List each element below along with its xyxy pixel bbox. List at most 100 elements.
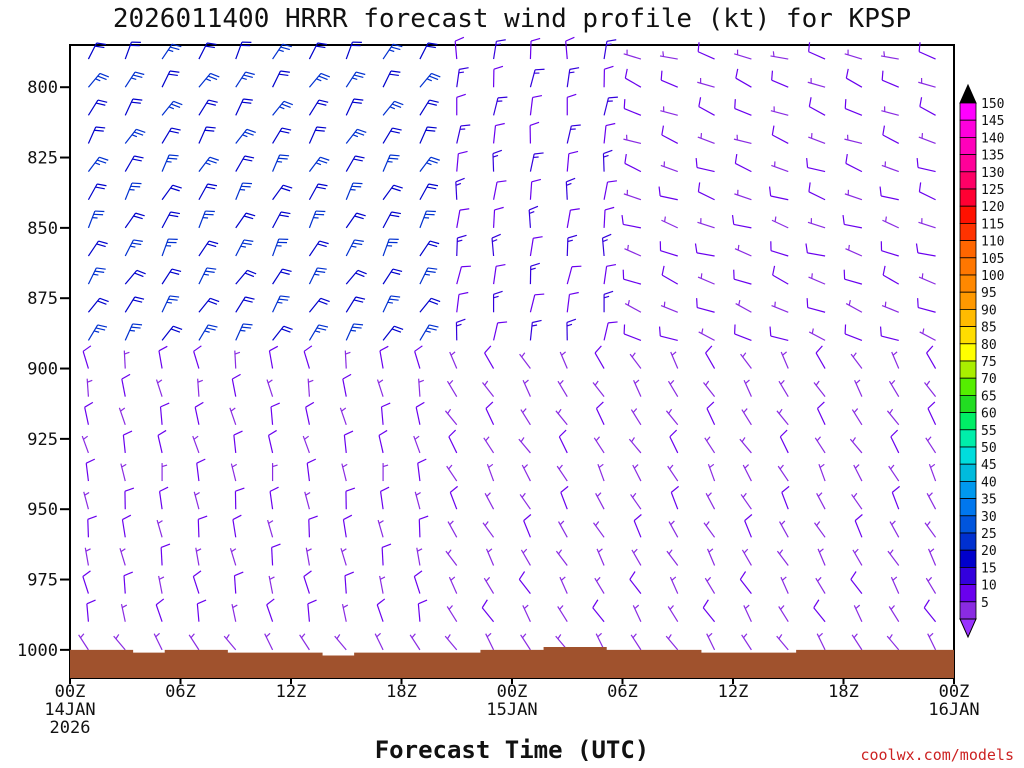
wind-barb xyxy=(124,98,143,116)
wind-barb xyxy=(382,100,404,116)
wind-barb xyxy=(161,211,180,229)
wind-barb xyxy=(344,350,351,369)
colorbar-label: 130 xyxy=(981,166,1004,181)
x-tick-label: 00Z xyxy=(55,682,86,702)
wind-barb xyxy=(409,633,421,651)
wind-barb xyxy=(264,632,274,651)
wind-barb xyxy=(118,407,126,425)
plot-frame xyxy=(69,44,955,679)
wind-barb xyxy=(845,68,863,88)
wind-barb xyxy=(814,436,826,454)
wind-barb xyxy=(382,43,403,60)
wind-barb xyxy=(161,268,182,285)
wind-barb xyxy=(306,458,317,482)
wind-barb xyxy=(198,126,216,144)
wind-barb xyxy=(419,126,437,144)
wind-barb xyxy=(379,345,389,369)
wind-barb xyxy=(816,632,826,651)
wind-barb xyxy=(917,298,936,313)
wind-barb xyxy=(842,214,863,229)
wind-barb xyxy=(308,210,326,229)
wind-barb xyxy=(566,265,582,285)
wind-barb xyxy=(703,521,716,538)
wind-barb xyxy=(382,154,400,172)
wind-barb xyxy=(881,106,899,116)
wind-barb xyxy=(704,436,716,454)
wind-barb xyxy=(888,379,900,397)
wind-barb xyxy=(697,42,715,60)
wind-barb xyxy=(743,379,752,397)
colorbar-label: 25 xyxy=(981,527,997,542)
wind-barb xyxy=(376,379,384,397)
wind-barb xyxy=(592,380,605,398)
wind-barb xyxy=(123,571,133,594)
colorbar-label: 135 xyxy=(981,149,1004,164)
wind-barb xyxy=(603,206,615,228)
wind-barb xyxy=(485,632,495,651)
wind-barb xyxy=(734,189,752,201)
colorbar-label: 75 xyxy=(981,355,997,370)
wind-barb xyxy=(805,243,826,257)
wind-barb xyxy=(193,491,200,510)
wind-barb xyxy=(776,634,789,651)
wind-barb xyxy=(667,379,679,397)
wind-barb xyxy=(272,43,292,60)
wind-barb xyxy=(529,68,545,88)
wind-barb xyxy=(844,99,863,116)
wind-barb xyxy=(743,604,752,622)
wind-barb xyxy=(419,183,439,201)
wind-barb xyxy=(87,297,109,313)
wind-barb xyxy=(624,300,642,313)
wind-barb xyxy=(198,156,219,172)
wind-barb xyxy=(529,262,540,285)
wind-barb xyxy=(566,67,580,88)
wind-barb xyxy=(87,183,107,201)
wind-barb xyxy=(925,436,937,454)
wind-barb xyxy=(124,128,146,144)
wind-barb xyxy=(267,519,274,538)
wind-barb xyxy=(735,68,752,88)
wind-barb xyxy=(235,155,255,172)
wind-barb xyxy=(382,325,404,341)
wind-barb xyxy=(234,487,245,510)
wind-barb xyxy=(158,575,165,594)
wind-barb xyxy=(919,328,936,341)
wind-barb xyxy=(624,153,642,173)
wind-barb xyxy=(342,514,353,538)
wind-barb xyxy=(778,379,789,397)
colorbar-swatch xyxy=(959,515,977,534)
wind-barb xyxy=(529,236,543,257)
wind-barb xyxy=(560,485,569,510)
wind-barb xyxy=(304,491,311,510)
wind-barb xyxy=(345,155,365,172)
wind-barb xyxy=(82,570,91,594)
wind-barb xyxy=(376,598,386,622)
wind-barb xyxy=(160,543,171,566)
colorbar-swatch xyxy=(959,360,977,379)
wind-barb xyxy=(529,293,545,313)
wind-barb xyxy=(888,605,900,623)
colorbar-swatch xyxy=(959,446,977,465)
wind-barb xyxy=(844,189,863,201)
wind-barb xyxy=(229,407,237,425)
wind-barb xyxy=(305,401,315,425)
wind-barb xyxy=(890,429,900,454)
wind-barb xyxy=(445,549,458,566)
y-tick-label: 800 xyxy=(27,78,58,98)
wind-barb xyxy=(235,212,256,229)
colorbar-label: 100 xyxy=(981,269,1004,284)
colorbar-swatch xyxy=(959,308,977,327)
wind-barb xyxy=(308,267,327,285)
wind-barb xyxy=(851,633,863,651)
wind-barb xyxy=(882,216,900,229)
wind-barb xyxy=(235,296,255,313)
colorbar-label: 35 xyxy=(981,493,997,508)
wind-barb xyxy=(272,325,293,341)
wind-barb xyxy=(602,149,613,172)
colorbar-swatch xyxy=(959,102,977,121)
wind-barb xyxy=(158,345,168,369)
wind-barb xyxy=(734,49,752,60)
wind-barb xyxy=(881,301,899,313)
wind-barb xyxy=(308,126,327,144)
wind-barb xyxy=(851,408,863,426)
